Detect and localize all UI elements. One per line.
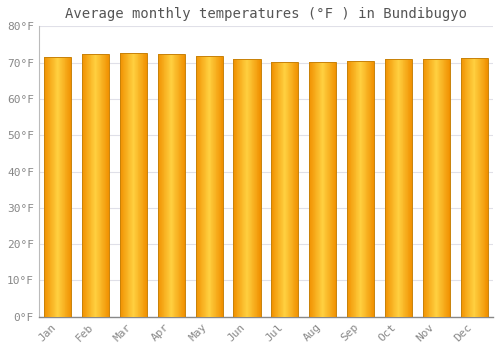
Bar <box>196 56 223 317</box>
Bar <box>82 54 109 317</box>
Bar <box>120 53 147 317</box>
Bar <box>271 62 298 317</box>
Bar <box>44 57 72 317</box>
Title: Average monthly temperatures (°F ) in Bundibugyo: Average monthly temperatures (°F ) in Bu… <box>65 7 467 21</box>
Bar <box>422 58 450 317</box>
Bar <box>460 58 488 317</box>
Bar <box>385 59 412 317</box>
Bar <box>309 62 336 317</box>
Bar <box>234 58 260 317</box>
Bar <box>347 61 374 317</box>
Bar <box>158 54 185 317</box>
